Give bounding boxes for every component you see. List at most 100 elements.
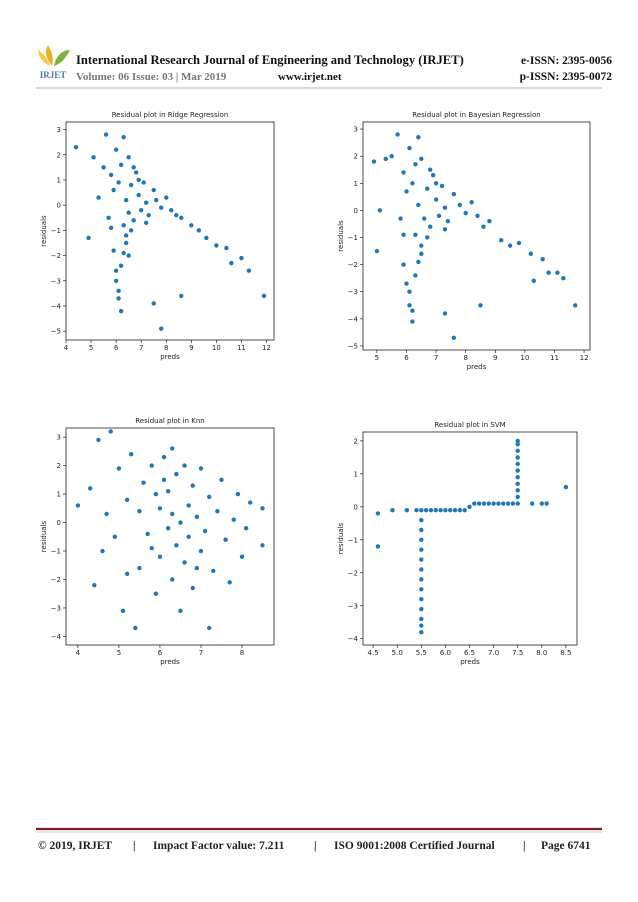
- scatter-point: [448, 507, 453, 513]
- scatter-point: [515, 448, 520, 453]
- footer-separator: |: [314, 840, 317, 852]
- scatter-point: [407, 303, 412, 308]
- x-tick-label: 11: [237, 344, 246, 352]
- scatter-point: [563, 484, 569, 490]
- scatter-point: [428, 507, 434, 513]
- plot-area: [362, 121, 591, 351]
- scatter-point: [433, 197, 439, 202]
- scatter-point: [419, 557, 424, 562]
- scatter-point: [138, 208, 144, 213]
- y-tick-label: 2: [354, 437, 358, 445]
- y-axis-label: residuals: [40, 215, 48, 247]
- scatter-point: [190, 483, 195, 488]
- scatter-point: [96, 437, 101, 443]
- y-tick-label: 1: [354, 180, 358, 188]
- scatter-point: [401, 170, 406, 175]
- chart-title: Residual plot in SVM: [434, 421, 505, 429]
- x-tick-label: 9: [189, 344, 193, 352]
- y-tick-label: 0: [354, 207, 358, 215]
- scatter-point: [427, 167, 433, 172]
- y-tick-label: −2: [51, 252, 61, 260]
- scatter-point: [108, 172, 114, 178]
- scatter-point: [561, 275, 566, 281]
- scatter-point: [419, 596, 424, 602]
- scatter-point: [145, 531, 150, 537]
- logo-leaf: [54, 50, 70, 66]
- scatter-point: [235, 491, 241, 497]
- scatter-point: [198, 548, 204, 554]
- scatter-point: [211, 568, 216, 574]
- scatter-point: [510, 501, 516, 506]
- scatter-point: [476, 501, 482, 506]
- scatter-point: [451, 335, 457, 341]
- scatter-point: [463, 210, 468, 216]
- x-tick-label: 8.0: [536, 649, 547, 657]
- scatter-point: [101, 165, 106, 170]
- scatter-point: [546, 270, 551, 275]
- scatter-point: [88, 486, 93, 491]
- chart-title: Residual plot in Bayesian Regression: [412, 111, 540, 119]
- chart-title: Residual plot in Knn: [135, 417, 205, 425]
- scatter-point: [194, 565, 200, 571]
- x-tick-label: 4: [64, 344, 69, 352]
- x-tick-label: 6: [114, 344, 119, 352]
- scatter-point: [169, 208, 174, 213]
- scatter-point: [404, 189, 409, 194]
- scatter-point: [73, 145, 79, 150]
- scatter-point: [189, 223, 194, 228]
- scatter-point: [123, 240, 129, 246]
- scatter-point: [118, 162, 124, 168]
- scatter-point: [410, 308, 415, 313]
- scatter-point: [427, 224, 433, 229]
- scatter-point: [491, 501, 496, 506]
- scatter-point: [404, 281, 409, 286]
- scatter-point: [154, 197, 159, 203]
- scatter-point: [419, 156, 424, 162]
- y-tick-label: 0: [57, 202, 61, 210]
- chart: Residual plot in SVM 4.5 5.0 5.5 6.0 6.5 7.0 7.…: [337, 421, 578, 666]
- scatter-point: [196, 228, 202, 233]
- scatter-point: [92, 582, 97, 588]
- footer-page: Page 6741: [541, 840, 591, 852]
- scatter-point: [123, 197, 129, 203]
- scatter-point: [75, 503, 81, 508]
- scatter-point: [123, 233, 129, 238]
- scatter-point: [165, 526, 171, 531]
- volume: Volume: 06 Issue: 03 | Mar 2019: [76, 71, 227, 83]
- scatter-point: [124, 571, 130, 577]
- scatter-point: [151, 187, 156, 193]
- scatter-point: [390, 507, 395, 513]
- scatter-point: [161, 454, 167, 460]
- scatter-point: [161, 477, 167, 483]
- scatter-point: [469, 200, 474, 205]
- scatter-point: [515, 455, 520, 460]
- scatter-point: [151, 301, 156, 306]
- scatter-point: [116, 180, 121, 185]
- scatter-point: [425, 235, 430, 240]
- scatter-point: [103, 132, 109, 137]
- scatter-point: [496, 501, 501, 506]
- scatter-point: [419, 616, 424, 622]
- scatter-point: [126, 155, 131, 160]
- x-tick-label: 7: [199, 649, 203, 657]
- x-tick-label: 12: [580, 354, 589, 362]
- y-tick-label: 0: [57, 519, 61, 527]
- chart-title: Residual plot in Ridge Regression: [112, 111, 229, 119]
- scatter-point: [419, 567, 424, 572]
- scatter-point: [475, 213, 480, 219]
- plot-area: [362, 431, 578, 646]
- scatter-point: [457, 202, 462, 208]
- scatter-point: [544, 501, 549, 506]
- x-axis-label: preds: [467, 363, 487, 371]
- x-tick-label: 5: [117, 649, 121, 657]
- scatter-point: [419, 547, 424, 552]
- scatter-point: [515, 474, 520, 480]
- scatter-point: [239, 255, 244, 261]
- pissn: p-ISSN: 2395-0072: [520, 71, 613, 83]
- scatter-point: [229, 260, 234, 266]
- y-tick-label: 1: [354, 470, 358, 478]
- logo-leaf: [38, 50, 50, 66]
- scatter-point: [194, 514, 200, 520]
- x-tick-label: 9: [493, 354, 497, 362]
